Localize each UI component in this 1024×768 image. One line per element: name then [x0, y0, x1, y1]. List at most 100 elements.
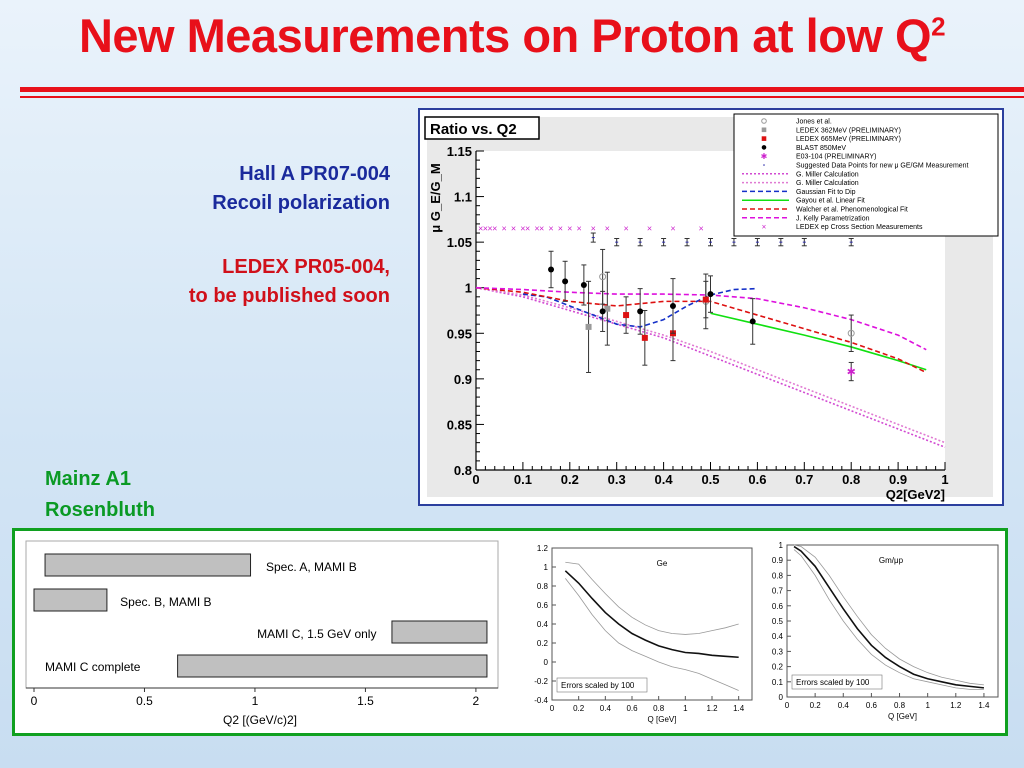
legend-marker: [763, 164, 765, 166]
gm-y-tick-label: 0: [779, 693, 784, 702]
range-bar-label: MAMI C, 1.5 GeV only: [257, 627, 376, 641]
q2-range-chart: 0 0.5 1 1.5 2 Q2 [(GeV/c)2] Spec. A, MAMI B Spe…: [25, 540, 499, 727]
data-point: ×: [520, 223, 525, 233]
chart-title: Ratio vs. Q2: [430, 121, 517, 138]
ge-x-tick-label: 1: [683, 704, 688, 713]
range-x-tick-label: 1: [252, 694, 259, 708]
legend-marker: [761, 118, 767, 124]
data-point: [707, 291, 714, 298]
ge-y-tick-label: -0.4: [534, 696, 548, 705]
data-point: ×: [511, 223, 516, 233]
ge-y-tick-label: 1.2: [537, 544, 549, 553]
x-tick-label: 1: [941, 472, 948, 487]
data-point: ×: [605, 223, 610, 233]
legend-marker: [761, 127, 767, 133]
data-point: ×: [539, 223, 544, 233]
data-point: ×: [548, 223, 553, 233]
legend-label: G. Miller Calculation: [796, 171, 859, 178]
data-point: [580, 281, 587, 288]
data-point: ×: [591, 223, 596, 233]
x-tick-label: 0.8: [842, 472, 860, 487]
gm-x-tick-label: 0: [785, 701, 790, 710]
data-point: [548, 266, 555, 273]
ge-x-axis-label: Q [GeV]: [648, 715, 677, 724]
legend-marker: [761, 145, 767, 150]
gm-y-tick-label: 1: [779, 541, 784, 550]
x-tick-label: 0.2: [561, 472, 579, 487]
title-underline-thin: [20, 96, 1024, 98]
y-tick-label: 0.85: [447, 417, 472, 432]
range-bar: [33, 588, 108, 612]
data-point: ×: [647, 223, 652, 233]
x-tick-label: 0.1: [514, 472, 532, 487]
x-axis-label: Q2[GeV2]: [886, 487, 945, 502]
data-point: ×: [525, 223, 530, 233]
x-tick-label: 0.6: [748, 472, 766, 487]
curve-line: [710, 312, 927, 371]
ge-upper-band: [565, 561, 739, 635]
range-bar-label: Spec. B, MAMI B: [120, 595, 211, 609]
data-point: ×: [502, 223, 507, 233]
legend-label: Walcher et al. Phenomenological Fit: [796, 207, 908, 214]
range-bar-label: MAMI C complete: [45, 660, 141, 674]
range-x-tick-label: 0: [31, 694, 38, 708]
gm-x-tick-label: 1.4: [978, 701, 990, 710]
chart-title-box: [424, 116, 540, 140]
gm-y-tick-label: 0.3: [772, 647, 784, 656]
hallA-sublabel: Recoil polarization: [212, 192, 390, 214]
y-tick-label: 1: [465, 281, 472, 296]
mainz-sublabel: Rosenbluth: [45, 499, 155, 521]
gm-chart: 0 0.2 0.4 0.6 0.8 1 1.2 1.4 0 0.1 0.2 0.3 0.4 0.5 0.6 0…: [772, 541, 999, 721]
data-point: [669, 302, 676, 309]
y-tick-label: 1.15: [447, 144, 472, 159]
legend-label: Jones et al.: [796, 119, 832, 126]
ge-x-tick-label: 0.2: [573, 704, 585, 713]
gm-y-tick-label: 0.5: [772, 617, 784, 626]
data-point: ×: [534, 223, 539, 233]
range-bar: [391, 620, 488, 644]
gm-x-tick-label: 0.2: [810, 701, 822, 710]
ge-y-tick-label: -0.2: [534, 677, 548, 686]
legend-label: Gayou et al. Linear Fit: [796, 198, 865, 205]
legend-label: J. Kelly Parametrization: [796, 215, 870, 222]
gm-y-tick-label: 0.8: [772, 571, 784, 580]
y-tick-label: 0.95: [447, 326, 472, 341]
range-x-tick-label: 1.5: [357, 694, 374, 708]
data-point: ×: [670, 223, 675, 233]
data-point: [599, 308, 606, 315]
ge-x-tick-label: 1.4: [733, 704, 745, 713]
legend-label: LEDEX 665MeV (PRELIMINARY): [796, 136, 901, 143]
legend-box: [733, 113, 999, 237]
gm-y-tick-label: 0.9: [772, 556, 784, 565]
y-tick-label: 0.8: [454, 463, 472, 478]
slide-title-text: New Measurements on Proton at low Q: [78, 9, 932, 62]
y-tick-label: 0.9: [454, 372, 472, 387]
x-tick-label: 0.5: [701, 472, 719, 487]
ge-y-tick-label: 0.2: [537, 639, 549, 648]
hallA-label: Hall A PR07-004: [239, 163, 390, 185]
ge-central-curve: [564, 570, 739, 659]
x-tick-label: 0.3: [608, 472, 626, 487]
legend-marker: ✱: [761, 152, 768, 161]
ge-x-tick-label: 0.4: [600, 704, 612, 713]
range-x-axis-label: Q2 [(GeV/c)2]: [223, 713, 297, 727]
gm-y-tick-label: 0.2: [772, 663, 784, 672]
mainz-panel: 0 0.5 1 1.5 2 Q2 [(GeV/c)2] Spec. A, MAMI B Spe…: [12, 528, 1008, 736]
legend-label: BLAST 850MeV: [796, 145, 846, 152]
data-point: ×: [567, 223, 572, 233]
slide-title-sup: 2: [931, 11, 946, 42]
x-tick-label: 0: [472, 472, 479, 487]
ge-y-tick-label: 0.6: [537, 601, 549, 610]
data-point: ×: [483, 223, 488, 233]
gm-annotation: Errors scaled by 100: [796, 678, 870, 687]
data-point: ×: [487, 223, 492, 233]
data-point: ×: [577, 223, 582, 233]
data-point: ✱: [847, 367, 856, 379]
ge-plot-frame: [551, 547, 753, 701]
data-point: [637, 308, 644, 315]
legend-marker: [761, 136, 767, 141]
gm-upper-band: [793, 544, 984, 686]
gm-x-tick-label: 0.8: [894, 701, 906, 710]
title-underline-thick: [20, 87, 1024, 92]
data-point: ×: [623, 223, 628, 233]
